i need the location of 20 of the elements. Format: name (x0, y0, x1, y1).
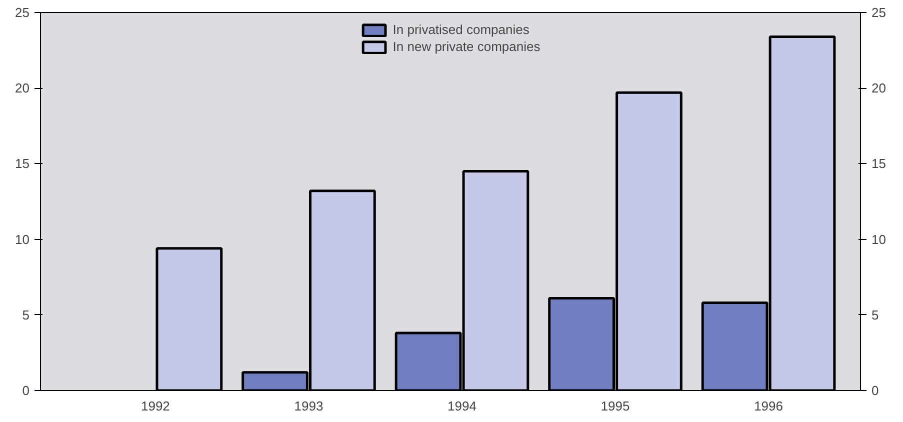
y2-tick-label: 15 (872, 156, 886, 172)
y-tick-label: 5 (22, 307, 30, 322)
y2-tick-label: 5 (872, 307, 879, 322)
y2-tick-label: 20 (872, 80, 886, 96)
legend-label: In new private companies (392, 39, 540, 54)
y2-tick-label: 10 (872, 232, 886, 247)
y-tick-label: 15 (15, 156, 30, 172)
y-tick-label: 10 (15, 232, 30, 247)
x-tick-label: 1996 (754, 398, 783, 414)
bar (156, 247, 223, 390)
x-tick-label: 1995 (600, 398, 630, 414)
x-tick-label: 1992 (140, 398, 170, 414)
y-tick-label: 0 (22, 383, 30, 398)
legend-label: In privatised companies (392, 22, 530, 37)
y-tick-label: 25 (15, 5, 30, 20)
y2-tick-label: 25 (872, 5, 886, 20)
y-tick-label: 20 (15, 80, 30, 96)
y2-tick-label: 0 (872, 383, 879, 398)
x-tick-label: 1993 (294, 398, 324, 414)
x-tick-label: 1994 (448, 398, 476, 414)
